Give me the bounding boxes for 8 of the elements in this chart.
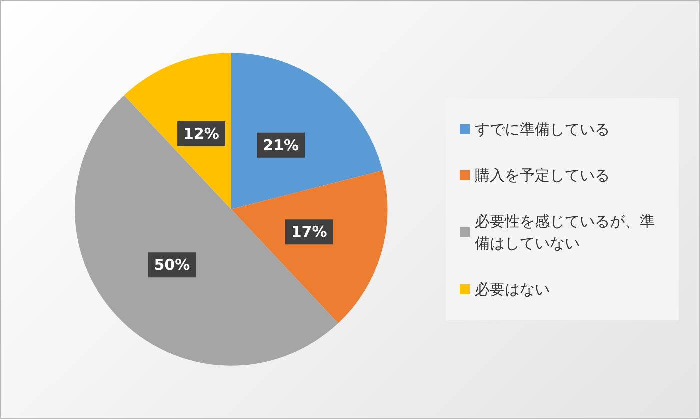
data-label: 17% (291, 223, 328, 242)
legend-label: すでに準備している (475, 120, 610, 138)
data-label: 50% (154, 256, 190, 274)
legend-label: 購入を予定している (475, 166, 610, 184)
legend-label: 必要はない (475, 280, 550, 298)
data-label: 12% (184, 125, 220, 144)
data-label: 21% (263, 136, 300, 154)
legend-label: 必要性を感じているが、準備はしていない (475, 212, 655, 252)
